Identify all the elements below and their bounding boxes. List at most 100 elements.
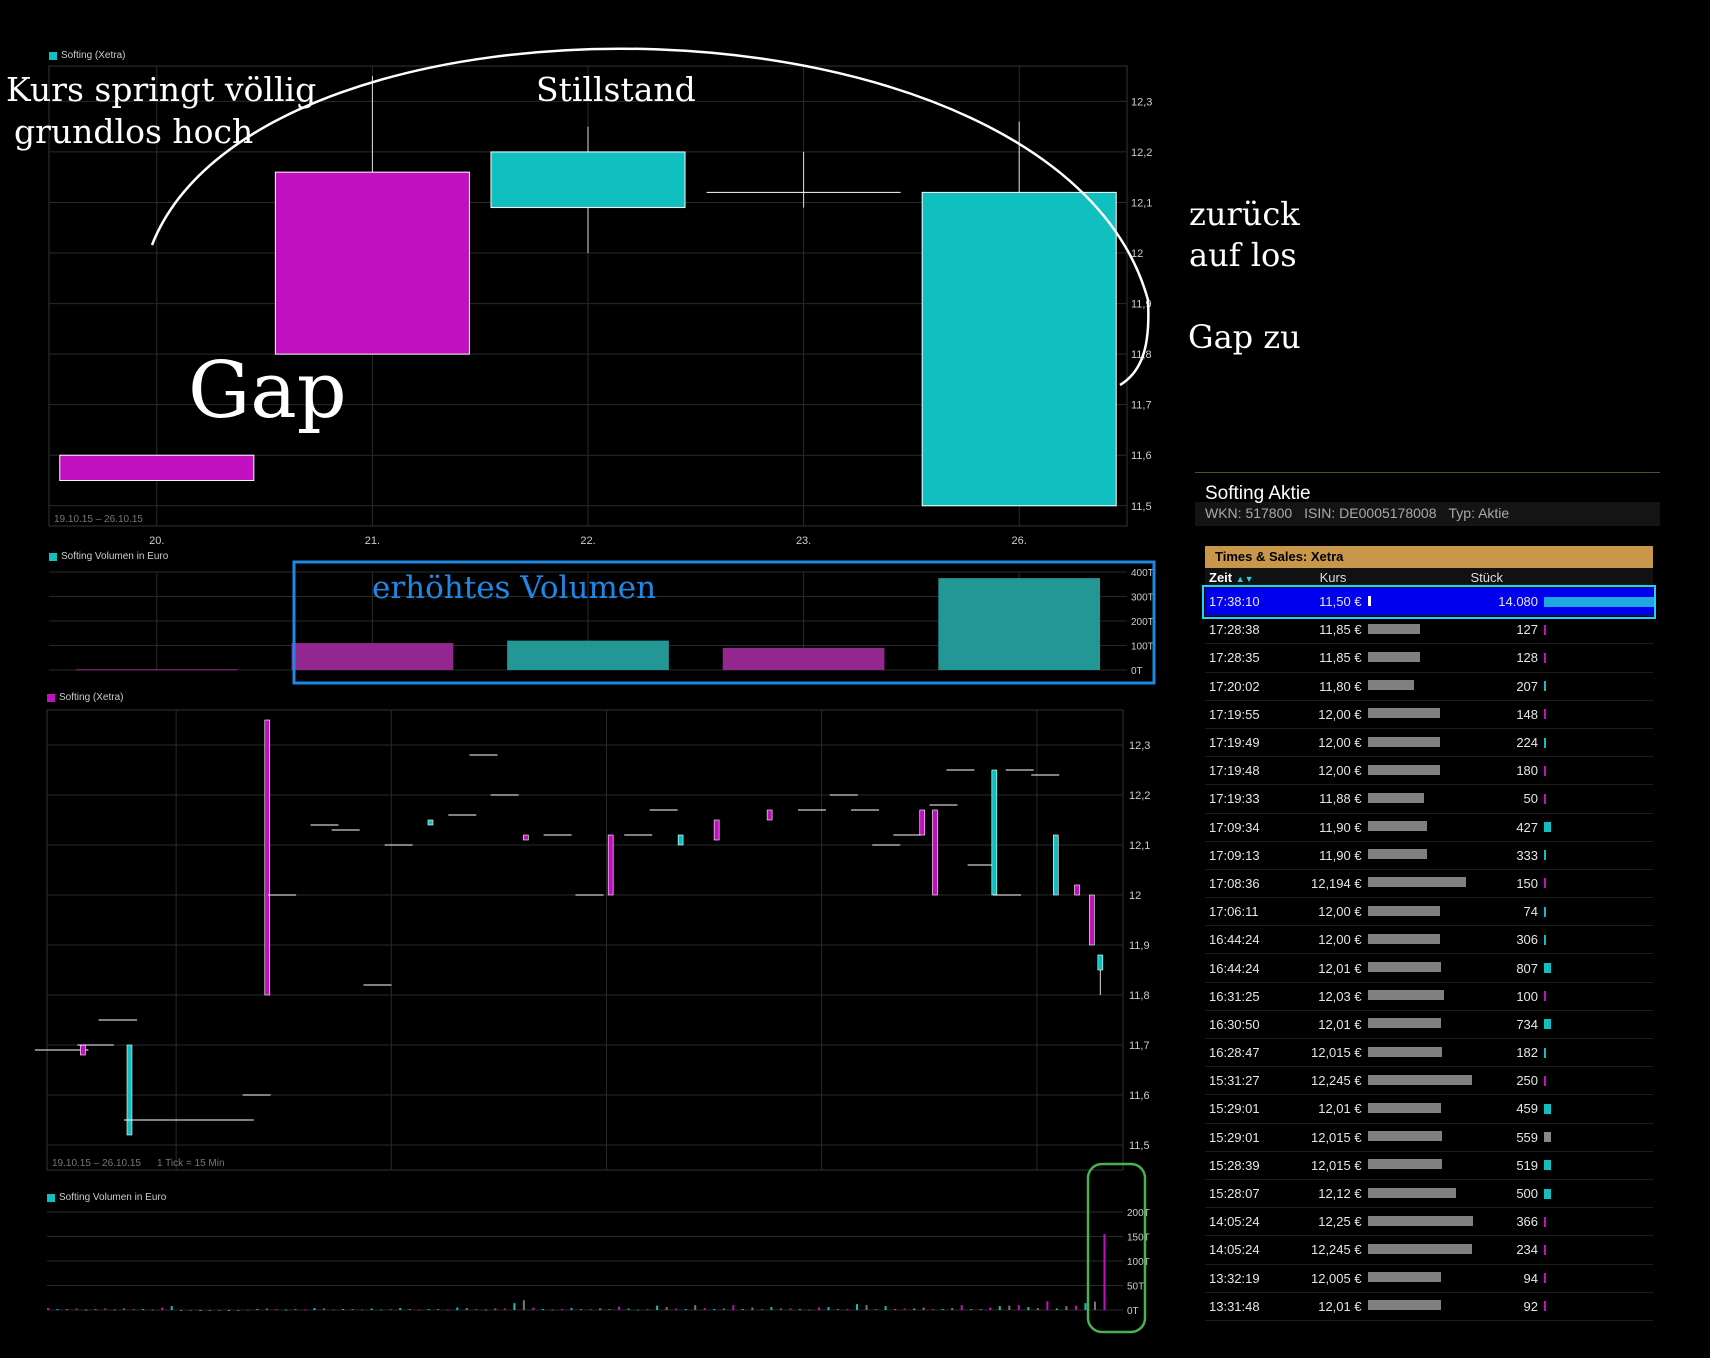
trade-row[interactable]: 17:28:38 11,85 € 127 — [1205, 616, 1653, 645]
qty-bar-fill — [1544, 765, 1547, 776]
volume-tick — [665, 1307, 668, 1310]
price-bar — [1367, 1074, 1479, 1087]
price-bar — [1367, 595, 1479, 608]
trade-price: 12,00 € — [1318, 763, 1362, 779]
trade-qty: 50 — [1523, 791, 1539, 807]
isin: ISIN: DE0005178008 — [1304, 505, 1437, 521]
volume-tick — [170, 1306, 173, 1310]
price-bar-fill — [1367, 1300, 1442, 1311]
x-tick-label: 22. — [580, 535, 595, 547]
trade-row[interactable]: 17:19:33 11,88 € 50 — [1205, 785, 1653, 814]
volume-tick — [580, 1309, 582, 1311]
x-tick-label: 26. — [1029, 1179, 1044, 1180]
volume-tick — [884, 1306, 887, 1310]
trade-price: 12,01 € — [1318, 1101, 1362, 1117]
candle-body — [274, 171, 470, 355]
y-tick-label: 11,9 — [1131, 299, 1152, 311]
trade-row[interactable]: 16:44:24 12,00 € 306 — [1205, 926, 1653, 955]
trade-row[interactable]: 17:28:35 11,85 € 128 — [1205, 644, 1653, 673]
price-bar-fill — [1367, 962, 1442, 973]
trade-row[interactable]: 17:19:48 12,00 € 180 — [1205, 757, 1653, 786]
qty-bar-fill — [1544, 1244, 1547, 1255]
volume-tick — [675, 1308, 678, 1310]
qty-bar-fill — [1544, 1301, 1547, 1312]
trade-row[interactable]: 17:19:55 12,00 € 148 — [1205, 701, 1653, 729]
trade-row[interactable]: 17:09:34 11,90 € 427 — [1205, 814, 1653, 842]
volume-tick — [265, 1308, 268, 1310]
trade-qty: 207 — [1516, 678, 1539, 694]
trade-row[interactable]: 16:30:50 12,01 € 734 — [1205, 1011, 1653, 1039]
volume-tick — [989, 1307, 992, 1310]
price-bar — [1367, 1131, 1479, 1143]
y-tick-label: 11,7 — [1129, 1040, 1150, 1052]
col-kurs[interactable]: Kurs — [1319, 570, 1347, 585]
volume-tick — [599, 1308, 602, 1310]
trade-qty: 559 — [1516, 1129, 1539, 1145]
trade-row[interactable]: 15:29:01 12,015 € 559 — [1205, 1124, 1653, 1152]
trade-row[interactable]: 17:06:11 12,00 € 74 — [1205, 898, 1653, 927]
trade-row[interactable]: 14:05:24 12,245 € 234 — [1205, 1236, 1653, 1265]
trade-row[interactable]: 13:31:48 12,01 € 92 — [1205, 1293, 1653, 1321]
trade-row[interactable]: 15:28:07 12,12 € 500 — [1205, 1180, 1653, 1209]
qty-bar — [1544, 624, 1653, 635]
trade-time: 14:05:24 — [1209, 1214, 1260, 1230]
trade-qty: 306 — [1516, 932, 1539, 948]
trade-qty: 127 — [1516, 622, 1539, 638]
trade-price: 12,12 € — [1318, 1186, 1362, 1202]
trade-row[interactable]: 17:09:13 11,90 € 333 — [1205, 842, 1653, 870]
col-zeit[interactable]: Zeit ▲▼ — [1205, 568, 1293, 588]
trade-time: 15:31:27 — [1209, 1073, 1260, 1089]
volume-tick — [522, 1300, 525, 1310]
y-tick-label: 12 — [1129, 890, 1141, 902]
volume-tick — [1027, 1307, 1030, 1310]
price-bar — [1367, 736, 1479, 749]
price-bar-fill — [1367, 849, 1427, 860]
trade-row[interactable]: 15:29:01 12,01 € 459 — [1205, 1095, 1653, 1124]
col-stueck[interactable]: Stück — [1470, 570, 1503, 585]
qty-bar-fill — [1544, 991, 1547, 1002]
qty-bar-fill — [1544, 822, 1552, 833]
volume-bar — [75, 669, 238, 671]
trade-row[interactable]: 17:20:02 11,80 € 207 — [1205, 673, 1653, 701]
trade-row[interactable]: 15:31:27 12,245 € 250 — [1205, 1067, 1653, 1096]
volume-tick — [361, 1309, 364, 1311]
volume-tick — [932, 1309, 935, 1311]
volume-tick — [532, 1307, 535, 1310]
qty-bar-fill — [1544, 652, 1547, 663]
trade-row[interactable]: 16:31:25 12,03 € 100 — [1205, 983, 1653, 1011]
volume-tick — [913, 1308, 916, 1310]
tick-size-label: 1 Tick = 15 Min — [157, 1158, 225, 1169]
trade-row[interactable]: 17:19:49 12,00 € 224 — [1205, 729, 1653, 758]
x-tick-label: 22. — [599, 1179, 614, 1180]
volume-tick — [351, 1309, 354, 1311]
trade-row[interactable]: 16:28:47 12,015 € 182 — [1205, 1039, 1653, 1068]
plot-frame — [46, 709, 1124, 1171]
trade-time: 16:30:50 — [1209, 1016, 1260, 1032]
volume-tick — [437, 1309, 440, 1311]
wkn: WKN: 517800 — [1205, 505, 1293, 521]
trade-qty: 224 — [1516, 735, 1539, 751]
candle-body — [490, 151, 686, 209]
volume-tick — [208, 1310, 211, 1311]
trade-row[interactable]: 16:44:24 12,01 € 807 — [1205, 954, 1653, 983]
trade-price: 12,194 € — [1310, 875, 1362, 891]
trade-row[interactable]: 17:38:10 11,50 € 14.080 — [1202, 584, 1656, 620]
trade-row[interactable]: 14:05:24 12,25 € 366 — [1205, 1208, 1653, 1237]
qty-bar-fill — [1544, 963, 1552, 974]
trade-price: 11,50 € — [1319, 594, 1362, 610]
trade-price: 12,01 € — [1318, 1298, 1362, 1314]
trade-price: 12,015 € — [1310, 1045, 1362, 1061]
volume-tick — [713, 1309, 716, 1311]
price-bar — [1367, 1300, 1479, 1312]
trade-row[interactable]: 13:32:19 12,005 € 94 — [1205, 1265, 1653, 1293]
volume-tick — [427, 1309, 430, 1311]
volume-tick — [570, 1308, 573, 1310]
volume-tick — [694, 1305, 697, 1310]
qty-bar — [1544, 1019, 1653, 1030]
trade-row[interactable]: 15:28:39 12,015 € 519 — [1205, 1152, 1653, 1180]
chart3-legend-label: Softing (Xetra) — [59, 692, 124, 703]
price-bar — [1367, 1187, 1479, 1200]
trade-time: 15:28:39 — [1209, 1157, 1260, 1173]
trade-row[interactable]: 17:08:36 12,194 € 150 — [1205, 870, 1653, 899]
trade-time: 17:19:48 — [1209, 763, 1260, 779]
